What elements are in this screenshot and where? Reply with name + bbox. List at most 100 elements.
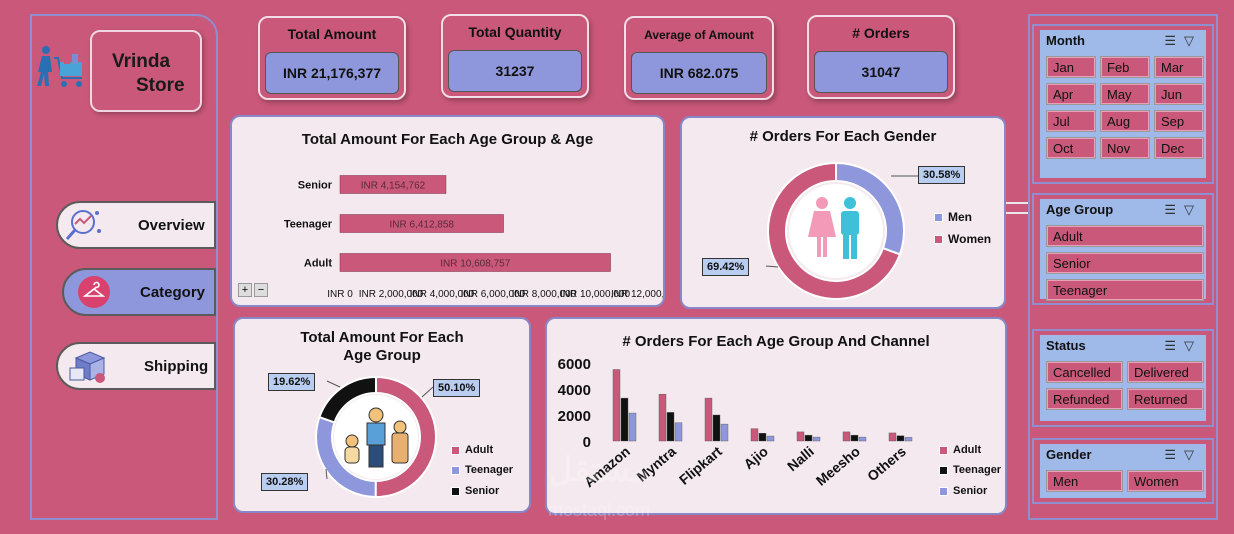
clear-filter-icon[interactable]: ▽ [1184, 33, 1202, 48]
legend-adult: Adult [939, 444, 981, 456]
overview-icon [58, 205, 108, 245]
nav-overview-label: Overview [138, 216, 205, 234]
store-name-line1: Vrinda [112, 51, 171, 72]
nav-overview-button[interactable]: Overview [56, 201, 216, 249]
bar [842, 431, 851, 442]
clear-filter-icon[interactable]: ▽ [1184, 202, 1202, 217]
nav-shipping-button[interactable]: Shipping [56, 342, 216, 390]
slicer-item-jan[interactable]: Jan [1046, 56, 1096, 78]
watermark-url: mostaql.com [548, 500, 651, 520]
slicer-item-dec[interactable]: Dec [1154, 137, 1204, 159]
slicer-item-cancelled[interactable]: Cancelled [1046, 361, 1123, 383]
legend-label: Adult [465, 444, 494, 456]
connector-line [1006, 212, 1030, 214]
slicer-item-women[interactable]: Women [1127, 470, 1204, 492]
legend-swatch [451, 486, 460, 496]
bar [720, 423, 729, 442]
chart-title: Total Amount For Each Age Group [300, 329, 464, 364]
category-label: Teenager [284, 219, 333, 231]
slicer-item-oct[interactable]: Oct [1046, 137, 1096, 159]
slicer-item-nov[interactable]: Nov [1100, 137, 1150, 159]
age-group-amount-bar-panel: Total Amount For Each Age Group & Age Se… [230, 115, 665, 307]
zoom-out-button[interactable]: − [254, 283, 268, 297]
legend-swatch [939, 465, 948, 475]
clear-filter-icon[interactable]: ▽ [1184, 447, 1202, 462]
senior-head [393, 420, 407, 434]
kpi-title: Average of Amount [644, 28, 754, 42]
leader-line [325, 468, 328, 480]
man-leg [843, 235, 849, 259]
slicer-item-returned[interactable]: Returned [1127, 388, 1204, 410]
slicer-header: Month ☰▽ [1040, 30, 1206, 52]
x-tick-label: Nalli [784, 443, 817, 474]
chart-title: # Orders For Each Age Group And Channel [622, 333, 930, 350]
data-label-men: 30.58% [918, 166, 966, 184]
slicer-item-jul[interactable]: Jul [1046, 110, 1096, 132]
donut-slice [318, 375, 377, 424]
slicer-title: Age Group [1046, 202, 1114, 217]
kpi-average-amount: Average of Amount INR 682.075 [624, 16, 774, 100]
slicer-item-adult[interactable]: Adult [1046, 225, 1204, 247]
x-tick-label: Others [864, 443, 909, 484]
data-label-senior: 19.62% [268, 373, 316, 391]
slicer-item-feb[interactable]: Feb [1100, 56, 1150, 78]
slicer-item-mar[interactable]: Mar [1154, 56, 1204, 78]
legend-label: Senior [465, 485, 500, 497]
slicer-title: Status [1046, 338, 1086, 353]
man-body [841, 211, 859, 235]
kpi-orders: # Orders 31047 [807, 15, 955, 99]
age-group-amount-donut-chart [315, 375, 437, 499]
bar [750, 428, 759, 442]
slicer-item-jun[interactable]: Jun [1154, 83, 1204, 105]
slicer-item-teenager[interactable]: Teenager [1046, 279, 1204, 301]
y-tick-label: 0 [583, 434, 591, 451]
bar [858, 436, 867, 442]
legend-teenager: Teenager [939, 464, 1001, 476]
slicer-item-aug[interactable]: Aug [1100, 110, 1150, 132]
bar [796, 431, 805, 442]
bar [888, 432, 897, 442]
slicer-item-refunded[interactable]: Refunded [1046, 388, 1123, 410]
x-tick-label: Flipkart [676, 443, 725, 488]
x-tick-label: INR 10,000,000 [560, 289, 630, 300]
hanger-icon [64, 275, 124, 309]
multi-select-icon[interactable]: ☰ [1164, 33, 1184, 48]
slicer-item-apr[interactable]: Apr [1046, 83, 1096, 105]
slicer-item-men[interactable]: Men [1046, 470, 1123, 492]
kpi-total-amount: Total Amount INR 21,176,377 [258, 16, 406, 100]
slicer-title: Gender [1046, 447, 1092, 462]
store-logo: Vrinda Store [90, 30, 202, 112]
slicer-item-may[interactable]: May [1100, 83, 1150, 105]
kpi-value: 31237 [448, 50, 582, 92]
bar [812, 436, 821, 442]
gender-people-icon [808, 197, 859, 259]
age-group-slicer: Age Group ☰▽ Adult Senior Teenager [1032, 193, 1214, 305]
slicer-panel [1028, 14, 1218, 520]
bar [674, 422, 683, 442]
multi-select-icon[interactable]: ☰ [1164, 338, 1184, 353]
slicer-body: Cancelled Delivered Refunded Returned [1040, 357, 1206, 421]
legend-swatch [451, 465, 460, 475]
man-leg [851, 235, 857, 259]
slicer-item-sep[interactable]: Sep [1154, 110, 1204, 132]
multi-select-icon[interactable]: ☰ [1164, 447, 1184, 462]
legend-swatch [451, 445, 460, 455]
x-tick-label: INR 0 [327, 289, 353, 300]
child-head [345, 434, 359, 448]
multi-select-icon[interactable]: ☰ [1164, 202, 1184, 217]
legend-label: Women [948, 232, 992, 246]
data-label: INR 4,154,762 [361, 181, 426, 192]
bar [612, 369, 621, 442]
slicer-header: Status ☰▽ [1040, 335, 1206, 357]
bar [666, 412, 675, 442]
watermark-logo: مستقل [548, 451, 650, 489]
nav-category-button[interactable]: Category [62, 268, 216, 316]
shipping-box-icon [58, 346, 118, 386]
slicer-item-senior[interactable]: Senior [1046, 252, 1204, 274]
gender-slicer: Gender ☰▽ Men Women [1032, 438, 1214, 504]
clear-filter-icon[interactable]: ▽ [1184, 338, 1202, 353]
slicer-item-delivered[interactable]: Delivered [1127, 361, 1204, 383]
bar [628, 412, 637, 442]
zoom-in-button[interactable]: + [238, 283, 252, 297]
legend-teenager: Teenager [451, 464, 513, 476]
